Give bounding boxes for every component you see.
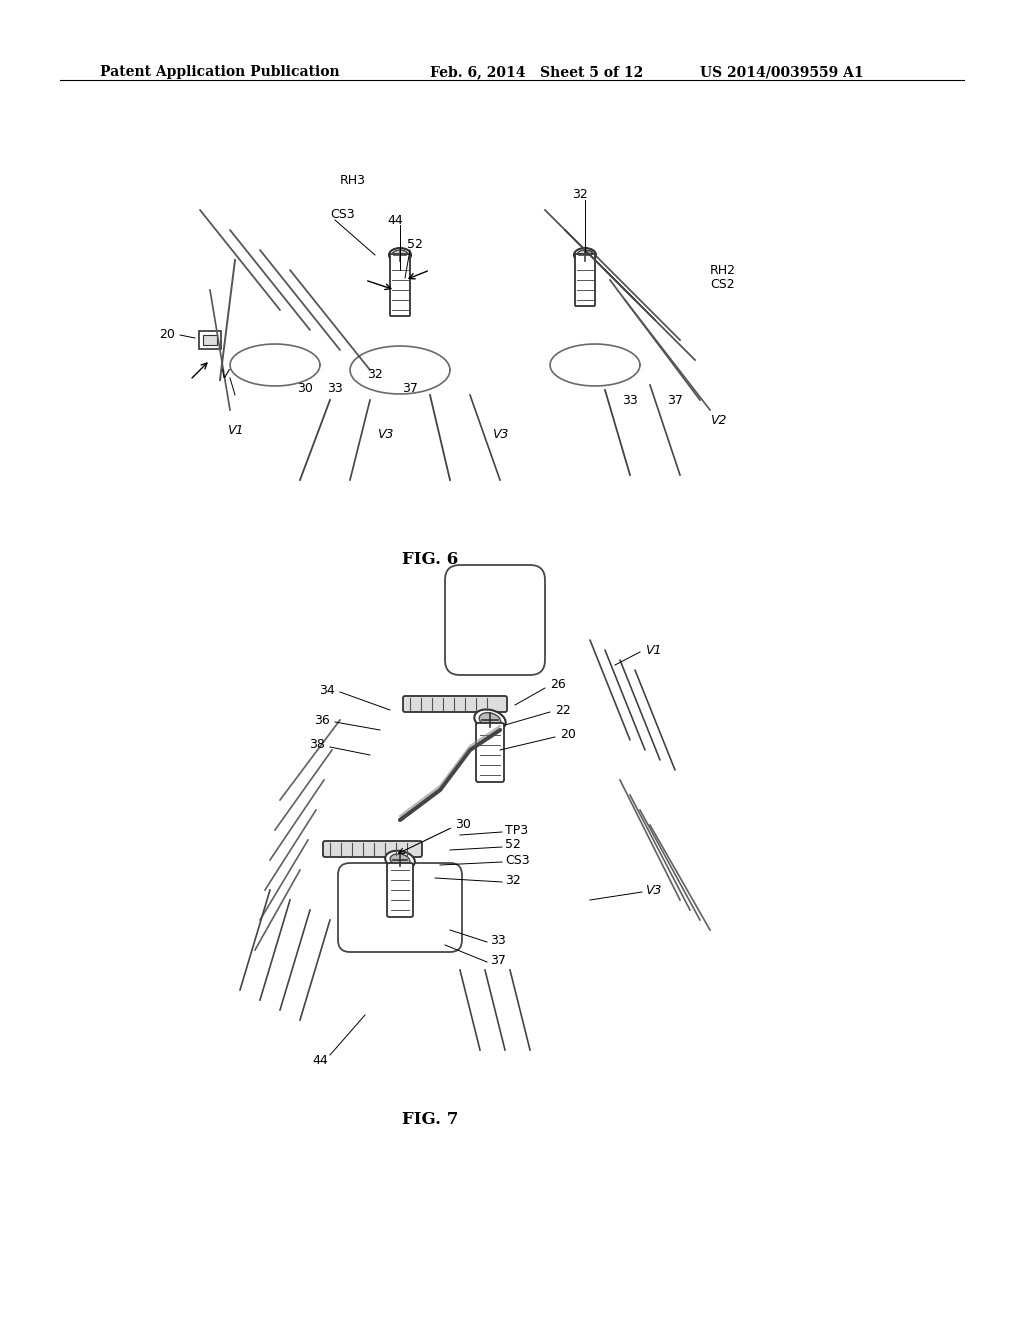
FancyBboxPatch shape: [403, 696, 507, 711]
Text: CS3: CS3: [505, 854, 529, 866]
FancyBboxPatch shape: [476, 723, 504, 781]
Text: Patent Application Publication: Patent Application Publication: [100, 65, 340, 79]
Text: V1: V1: [645, 644, 662, 656]
Text: V3: V3: [645, 883, 662, 896]
Text: 36: 36: [314, 714, 330, 726]
Text: RH3: RH3: [340, 173, 366, 186]
Text: 52: 52: [505, 838, 521, 851]
Text: V2: V2: [710, 413, 726, 426]
Text: CS3: CS3: [330, 209, 354, 222]
Text: 30: 30: [455, 818, 471, 832]
Ellipse shape: [577, 249, 593, 260]
Text: TP3: TP3: [505, 824, 528, 837]
Text: Feb. 6, 2014   Sheet 5 of 12: Feb. 6, 2014 Sheet 5 of 12: [430, 65, 643, 79]
Ellipse shape: [479, 713, 501, 727]
Text: CS2: CS2: [710, 279, 734, 292]
Ellipse shape: [574, 248, 596, 261]
Text: 37: 37: [402, 381, 418, 395]
Ellipse shape: [385, 851, 415, 870]
FancyBboxPatch shape: [445, 565, 545, 675]
FancyBboxPatch shape: [199, 331, 221, 348]
Text: V: V: [220, 368, 228, 381]
Text: 20: 20: [560, 729, 575, 742]
Text: 33: 33: [623, 393, 638, 407]
FancyBboxPatch shape: [390, 253, 410, 315]
Text: 34: 34: [319, 684, 335, 697]
Text: V1: V1: [226, 424, 244, 437]
Text: FIG. 6: FIG. 6: [401, 552, 458, 569]
Text: 26: 26: [550, 678, 565, 692]
Text: V3: V3: [492, 429, 508, 441]
Text: 38: 38: [309, 738, 325, 751]
Text: 32: 32: [505, 874, 521, 887]
Text: 20: 20: [159, 329, 175, 342]
FancyBboxPatch shape: [387, 863, 413, 917]
Text: 37: 37: [490, 953, 506, 966]
Ellipse shape: [392, 249, 408, 260]
Text: 32: 32: [572, 189, 588, 202]
Ellipse shape: [474, 709, 506, 730]
Ellipse shape: [389, 248, 411, 261]
Text: 30: 30: [297, 381, 313, 395]
Text: V3: V3: [377, 429, 393, 441]
Text: 33: 33: [490, 933, 506, 946]
Text: 44: 44: [312, 1053, 328, 1067]
Text: FIG. 7: FIG. 7: [401, 1111, 458, 1129]
Text: 52: 52: [408, 239, 423, 252]
FancyBboxPatch shape: [575, 253, 595, 306]
Text: 22: 22: [555, 704, 570, 717]
Text: RH2: RH2: [710, 264, 736, 276]
FancyBboxPatch shape: [203, 335, 217, 345]
Text: 44: 44: [387, 214, 402, 227]
Text: US 2014/0039559 A1: US 2014/0039559 A1: [700, 65, 863, 79]
FancyBboxPatch shape: [323, 841, 422, 857]
Ellipse shape: [390, 854, 410, 866]
Text: 37: 37: [667, 393, 683, 407]
Text: 32: 32: [368, 368, 383, 381]
FancyBboxPatch shape: [338, 863, 462, 952]
Text: 33: 33: [327, 381, 343, 395]
